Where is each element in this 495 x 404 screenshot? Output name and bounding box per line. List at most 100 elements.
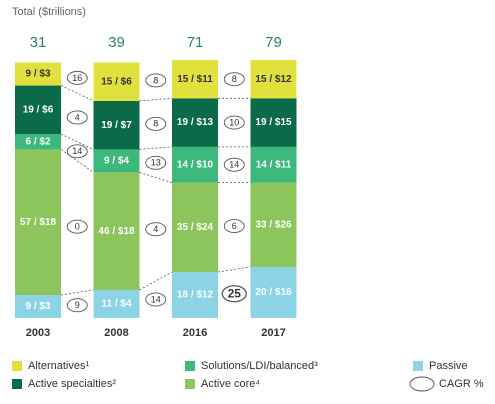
bar-segment: [15, 149, 61, 296]
total-label: 31: [30, 34, 47, 51]
value-label: 57 / $18: [20, 217, 57, 228]
bar-segment: [172, 272, 218, 318]
bar-segment: [250, 182, 297, 267]
cagr-label: 8: [153, 75, 158, 85]
cagr-label: 8: [232, 74, 237, 84]
cagr-oval: [223, 72, 245, 87]
cagr-oval: [66, 70, 88, 85]
value-label: 46 / $18: [98, 226, 135, 237]
value-label: 19 / $6: [23, 104, 54, 115]
bar-segment: [250, 146, 297, 183]
value-label: 19 / $15: [255, 117, 292, 128]
value-label: 15 / $6: [101, 76, 132, 87]
bar-segment: [250, 98, 297, 147]
cagr-label: 4: [153, 224, 158, 234]
x-tick-label: 2017: [261, 327, 285, 339]
cagr-oval: [145, 73, 167, 88]
bar-segment: [250, 266, 297, 318]
value-label: 6 / $2: [25, 136, 50, 147]
value-label: 11 / $4: [101, 299, 131, 310]
cagr-label: 13: [151, 158, 161, 168]
bar-segment: [93, 62, 140, 101]
connector: [60, 85, 94, 102]
cagr-oval: [66, 144, 88, 159]
cagr-label: 14: [151, 294, 161, 304]
value-label: 19 / $7: [101, 120, 132, 131]
bar-segment: [15, 85, 61, 135]
x-tick-label: 2003: [26, 327, 50, 339]
bar-segment: [172, 182, 218, 273]
legend-label: Alternatives¹: [28, 360, 89, 372]
total-label: 79: [265, 34, 282, 51]
cagr-oval: [66, 219, 88, 234]
cagr-label: 14: [229, 160, 239, 170]
cagr-label: 10: [229, 117, 239, 127]
bar-segment: [15, 295, 61, 318]
total-label: 71: [187, 34, 204, 51]
bar-segment: [93, 172, 140, 290]
cagr-label: 16: [72, 73, 82, 83]
cagr-oval: [66, 298, 88, 313]
value-label: 9 / $3: [25, 301, 50, 312]
cagr-label: 8: [153, 119, 158, 129]
cagr-oval: [223, 115, 245, 130]
cagr-oval: [221, 285, 247, 303]
bar-segment: [15, 134, 61, 150]
value-label: 15 / $12: [255, 74, 292, 85]
x-tick-label: 2016: [183, 327, 207, 339]
value-label: 14 / $11: [256, 159, 292, 170]
legend-label: Active core⁴: [201, 378, 260, 390]
connector: [139, 97, 173, 102]
bar-segment: [172, 60, 218, 99]
bar-segment: [250, 60, 297, 99]
cagr-label: 6: [232, 221, 237, 231]
value-label: 18 / $12: [177, 290, 214, 301]
value-label: 9 / $3: [25, 69, 50, 80]
connector: [139, 146, 173, 150]
value-label: 14 / $10: [177, 159, 214, 170]
connector: [139, 172, 173, 183]
cagr-oval: [223, 219, 245, 233]
legend-label: Solutions/LDI/balanced³: [201, 360, 318, 372]
total-label: 39: [108, 34, 125, 51]
connector: [60, 133, 94, 150]
cagr-oval: [66, 110, 88, 125]
cagr-oval: [145, 292, 167, 307]
cagr-oval: [145, 222, 167, 237]
cagr-label: 25: [228, 286, 242, 300]
value-label: 9 / $4: [104, 156, 129, 167]
legend-swatch: [413, 361, 423, 371]
cagr-oval: [223, 157, 245, 172]
connector: [139, 271, 173, 291]
bar-segment: [172, 146, 218, 183]
cagr-oval: [145, 155, 167, 170]
value-label: 35 / $24: [177, 222, 214, 233]
x-tick-label: 2008: [104, 327, 128, 339]
value-label: 19 / $13: [177, 117, 214, 128]
legend-label: CAGR %: [439, 378, 484, 390]
cagr-oval: [145, 116, 167, 131]
connector: [60, 149, 94, 173]
value-label: 15 / $11: [177, 74, 213, 85]
cagr-label: 14: [72, 146, 82, 156]
bar-segment: [93, 149, 140, 173]
legend-swatch: [185, 361, 195, 371]
legend-label: Passive: [429, 360, 468, 372]
bar-segment: [93, 289, 140, 318]
cagr-label: 4: [75, 112, 80, 122]
legend-swatch: [12, 379, 22, 389]
value-label: 20 / $16: [255, 287, 292, 298]
connector: [60, 289, 94, 296]
bar-segment: [172, 98, 218, 147]
legend-label: Active specialties²: [28, 378, 116, 390]
legend-swatch: [12, 361, 22, 371]
bar-segment: [93, 100, 140, 150]
cagr-label: 0: [75, 222, 80, 232]
bar-segment: [15, 62, 61, 86]
y-label: Total ($trillions): [12, 6, 86, 18]
cagr-label: 9: [75, 300, 80, 310]
connector: [217, 266, 251, 273]
value-label: 33 / $26: [255, 219, 292, 230]
legend-swatch: [185, 379, 195, 389]
